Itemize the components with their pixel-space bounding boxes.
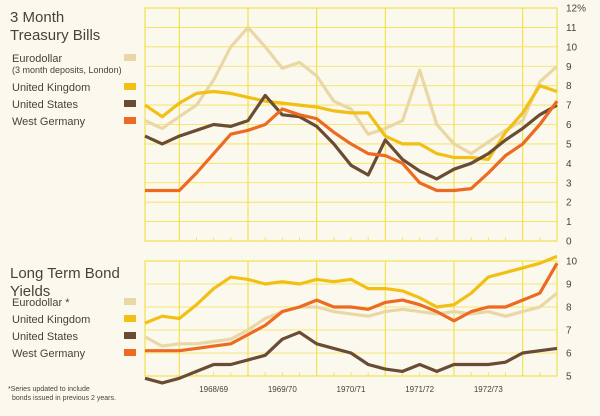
bottom-chart-title-line1: Long Term Bond xyxy=(10,265,120,282)
bottom-chart-series xyxy=(144,254,559,385)
bottom-legend-swatch-united-states xyxy=(124,332,136,339)
bottom-legend-label-united-kingdom: United Kingdom xyxy=(12,314,90,326)
top-y-tick-label: 3 xyxy=(566,178,572,189)
bottom-y-tick-label: 5 xyxy=(566,372,572,383)
bottom-legend-label-eurodollar: Eurodollar * xyxy=(12,297,70,309)
bottom-series-line-united-kingdom xyxy=(144,254,558,325)
bottom-chart-y-axis: 5 6 7 8 9 10 xyxy=(566,257,578,383)
top-y-tick-label: 9 xyxy=(566,62,572,73)
top-legend-label-united-states: United States xyxy=(12,99,79,111)
top-y-tick-label: 8 xyxy=(566,81,572,92)
bottom-chart-legend: Eurodollar * United Kingdom United States W… xyxy=(12,297,136,360)
bottom-series-line-eurodollar xyxy=(144,291,559,348)
top-y-tick-label: 11 xyxy=(566,23,577,34)
top-legend-swatch-eurodollar xyxy=(124,54,136,61)
top-legend-label-west-germany: West Germany xyxy=(12,116,86,128)
top-legend-swatch-west-germany xyxy=(124,117,136,124)
bottom-legend-swatch-united-kingdom xyxy=(124,315,136,322)
x-tick-label: 1968/69 xyxy=(199,385,228,394)
x-tick-label: 1972/73 xyxy=(474,385,503,394)
bottom-y-tick-label: 6 xyxy=(566,349,572,360)
top-series-line-eurodollar xyxy=(144,25,559,156)
x-tick-label: 1971/72 xyxy=(405,385,434,394)
top-legend-label-united-kingdom: United Kingdom xyxy=(12,82,90,94)
top-y-tick-label: 5 xyxy=(566,139,572,150)
top-chart-y-axis: 0 1 2 3 4 5 6 7 8 9 10 11 12% xyxy=(566,4,586,248)
top-chart-legend: Eurodollar(3 month deposits, London) Unit… xyxy=(12,53,136,128)
top-legend-label-eurodollar: Eurodollar xyxy=(12,53,62,65)
top-y-tick-label: 12% xyxy=(566,4,586,15)
top-y-tick-label: 6 xyxy=(566,120,572,131)
top-chart-title-line1: 3 Month xyxy=(10,9,64,26)
footnote-line2: bonds issued in previous 2 years. xyxy=(12,395,116,402)
bottom-legend-label-united-states: United States xyxy=(12,331,79,343)
bottom-series-line-united-states xyxy=(144,330,558,385)
x-axis-labels: 1968/69 1969/70 1970/71 1971/72 1972/73 xyxy=(199,385,503,394)
top-y-tick-label: 1 xyxy=(566,217,572,228)
top-series-line-west-germany xyxy=(145,100,559,193)
bottom-legend-label-west-germany: West Germany xyxy=(12,348,86,360)
top-y-tick-label: 2 xyxy=(566,198,572,209)
bottom-chart-title-line2: Yields xyxy=(10,283,50,300)
bottom-y-tick-label: 10 xyxy=(566,257,578,268)
top-y-tick-label: 10 xyxy=(566,42,578,53)
top-y-tick-label: 4 xyxy=(566,159,572,170)
top-legend-swatch-united-states xyxy=(124,100,136,107)
bottom-series-line-west-germany xyxy=(145,262,559,353)
top-legend-swatch-united-kingdom xyxy=(124,83,136,90)
bottom-legend-swatch-west-germany xyxy=(124,349,136,356)
top-chart-series xyxy=(144,25,559,193)
bottom-legend-swatch-eurodollar xyxy=(124,298,136,305)
bottom-y-tick-label: 8 xyxy=(566,303,572,314)
top-series-line-united-states xyxy=(144,93,558,181)
x-tick-label: 1969/70 xyxy=(268,385,297,394)
top-legend-sublabel-eurodollar: (3 month deposits, London) xyxy=(12,65,122,75)
top-series-line-united-kingdom xyxy=(144,84,558,161)
top-chart-title-line2: Treasury Bills xyxy=(10,27,100,44)
bottom-y-tick-label: 9 xyxy=(566,280,572,291)
top-y-tick-label: 0 xyxy=(566,237,572,248)
bottom-y-tick-label: 7 xyxy=(566,326,572,337)
x-tick-label: 1970/71 xyxy=(337,385,366,394)
top-y-tick-label: 7 xyxy=(566,101,572,112)
footnote-line1: *Series updated to include xyxy=(8,386,90,393)
top-chart-grid xyxy=(144,7,558,242)
